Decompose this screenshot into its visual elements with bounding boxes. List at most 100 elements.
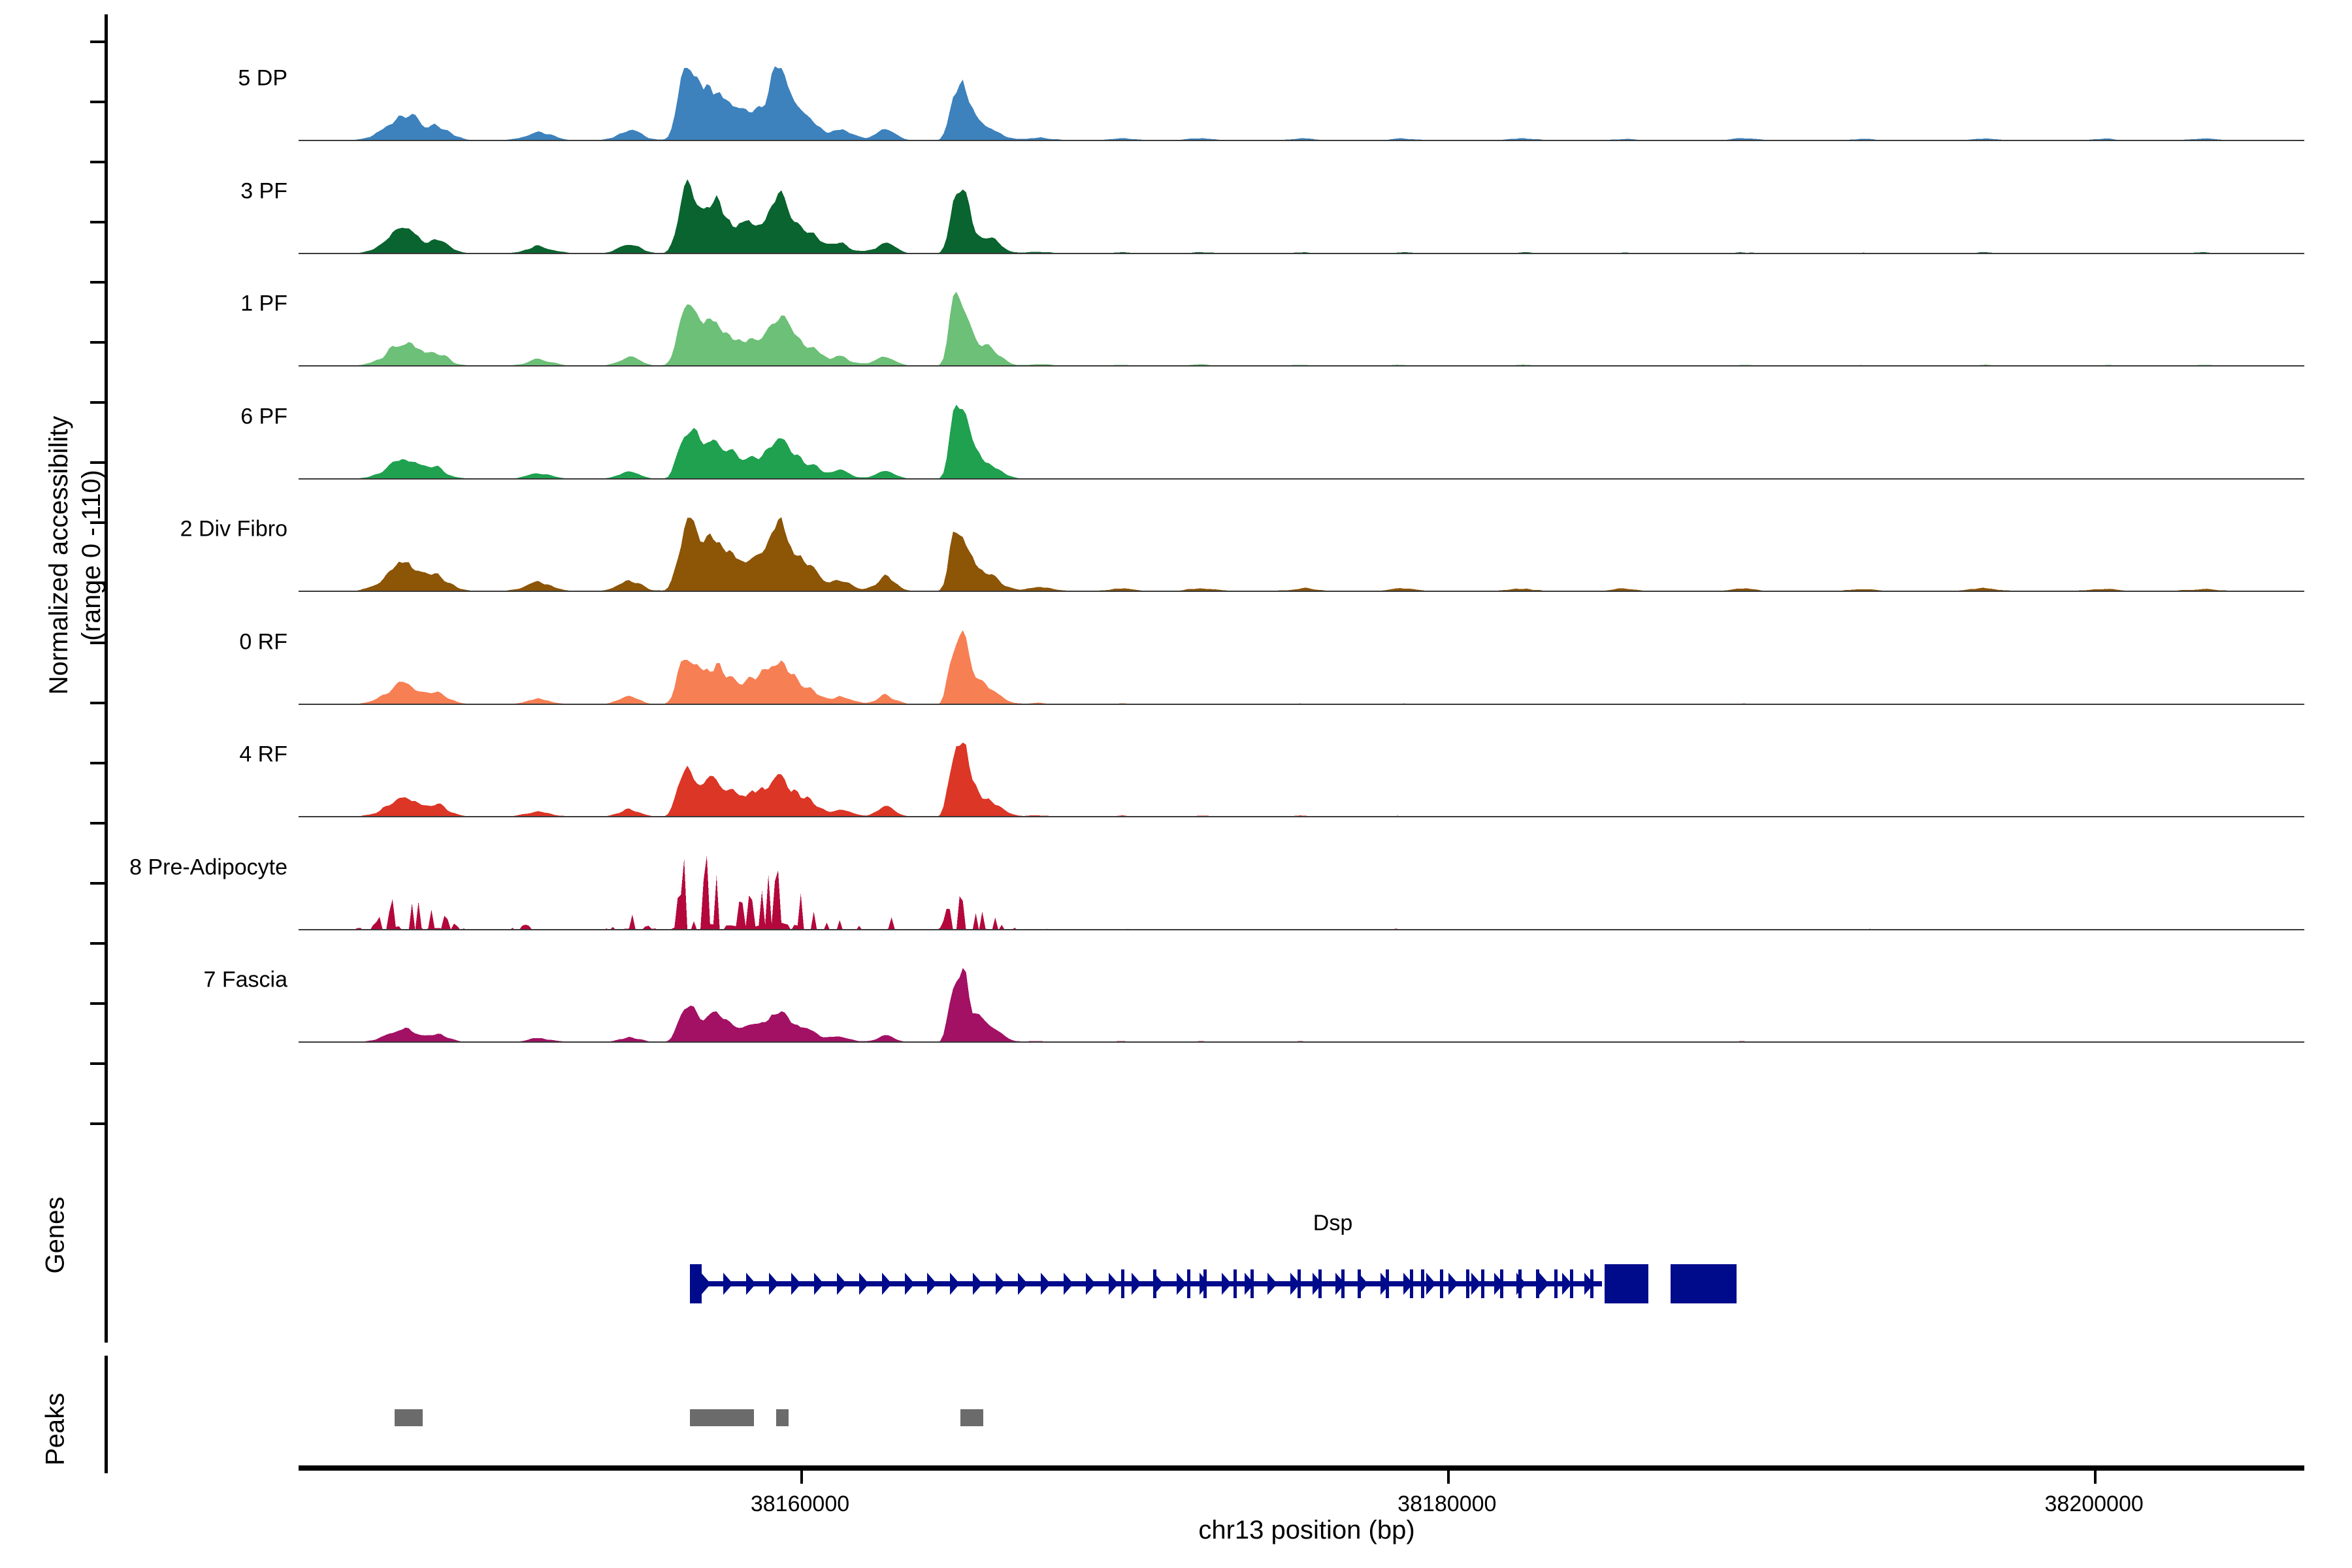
gene-exon: [1536, 1269, 1540, 1298]
y-axis-tick: [90, 221, 105, 223]
track-baseline: [299, 591, 2304, 592]
gene-strand-arrow-icon: [745, 1273, 756, 1295]
y-axis-tick: [90, 822, 105, 825]
gene-strand-arrow-icon: [1108, 1273, 1119, 1295]
gene-exon: [1465, 1269, 1469, 1298]
gene-intron-line: [689, 1281, 1603, 1286]
signal-track-7-fascia[interactable]: [299, 966, 2304, 1043]
peak-region[interactable]: [776, 1409, 789, 1426]
gene-strand-arrow-icon: [972, 1273, 983, 1295]
gene-exon: [1670, 1264, 1737, 1303]
track-label-0-rf: 0 RF: [239, 629, 287, 654]
x-axis-line: [299, 1465, 2304, 1471]
gene-strand-arrow-icon: [1471, 1273, 1482, 1295]
gene-strand-arrow-icon: [927, 1273, 938, 1295]
signal-track-5-dp[interactable]: [299, 64, 2304, 141]
peak-region[interactable]: [689, 1409, 754, 1426]
gene-exon: [1590, 1269, 1594, 1298]
peaks-section-label: Peaks: [41, 1392, 70, 1466]
y-axis-tick: [90, 461, 105, 464]
gene-strand-arrow-icon: [813, 1273, 824, 1295]
gene-exon: [1233, 1269, 1237, 1298]
track-label-5-dp: 5 DP: [238, 65, 287, 91]
track-label-1-pf: 1 PF: [240, 291, 287, 316]
gene-strand-arrow-icon: [950, 1273, 960, 1295]
x-axis-tick-label: 38160000: [750, 1492, 850, 1516]
gene-strand-arrow-icon: [904, 1273, 915, 1295]
gene-strand-arrow-icon: [859, 1273, 870, 1295]
gene-exon: [1297, 1269, 1301, 1298]
y-axis-tick: [90, 41, 105, 43]
y-axis-tick: [90, 1002, 105, 1005]
track-baseline: [299, 140, 2304, 141]
y-axis-title-line2: (range 0 - 110): [77, 470, 106, 641]
gene-exon: [1420, 1269, 1424, 1298]
gene-strand-arrow-icon: [1561, 1273, 1572, 1295]
track-baseline: [299, 365, 2304, 367]
y-axis-tick: [90, 942, 105, 945]
y-axis-tick: [90, 642, 105, 644]
gene-strand-arrow-icon: [995, 1273, 1005, 1295]
gene-strand-arrow-icon: [791, 1273, 802, 1295]
gene-strand-arrow-icon: [1063, 1273, 1073, 1295]
signal-track-4-rf[interactable]: [299, 740, 2304, 817]
y-axis-tick: [90, 1062, 105, 1065]
y-axis-tick: [90, 702, 105, 704]
gene-strand-arrow-icon: [1448, 1273, 1459, 1295]
gene-strand-arrow-icon: [1267, 1273, 1277, 1295]
signal-track-8-pre-adipocyte[interactable]: [299, 853, 2304, 930]
gene-exon: [1341, 1269, 1345, 1298]
y-axis-tick: [90, 161, 105, 163]
track-label-8-pre-adipocyte: 8 Pre-Adipocyte: [129, 855, 287, 879]
gene-exon: [1152, 1269, 1156, 1298]
gene-exon: [1250, 1269, 1254, 1298]
gene-exon: [1480, 1269, 1484, 1298]
signal-track-2-div-fibro[interactable]: [299, 515, 2304, 592]
gene-strand-arrow-icon: [700, 1273, 711, 1295]
signal-track-3-pf[interactable]: [299, 177, 2304, 254]
y-axis-tick: [90, 1122, 105, 1125]
gene-exon: [1187, 1269, 1190, 1298]
signal-track-1-pf[interactable]: [299, 289, 2304, 367]
gene-exon: [1203, 1269, 1207, 1298]
genes-axis: [105, 1117, 108, 1343]
gene-exon: [1409, 1269, 1413, 1298]
gene-exon: [1357, 1269, 1361, 1298]
track-baseline: [299, 1041, 2304, 1043]
y-axis-title-line1: Normalized accessibility: [44, 416, 73, 695]
x-axis-title: chr13 position (bp): [1198, 1516, 1415, 1544]
y-axis-tick: [90, 401, 105, 404]
gene-exon: [1518, 1269, 1522, 1298]
gene-exon: [1120, 1269, 1124, 1298]
gene-exon: [1318, 1269, 1322, 1298]
signal-track-6-pf[interactable]: [299, 402, 2304, 480]
gene-strand-arrow-icon: [768, 1273, 779, 1295]
gene-strand-arrow-icon: [1222, 1273, 1232, 1295]
gene-strand-arrow-icon: [1426, 1273, 1436, 1295]
gene-exon: [1385, 1269, 1389, 1298]
peak-region[interactable]: [395, 1409, 423, 1426]
gene-exon: [1570, 1269, 1574, 1298]
signal-track-0-rf[interactable]: [299, 628, 2304, 705]
track-baseline: [299, 478, 2304, 480]
gene-strand-arrow-icon: [1086, 1273, 1096, 1295]
track-baseline: [299, 816, 2304, 817]
track-baseline: [299, 703, 2304, 705]
gene-exon: [1439, 1269, 1443, 1298]
y-axis-tick: [90, 281, 105, 284]
y-axis-tick: [90, 521, 105, 524]
gene-strand-arrow-icon: [1177, 1273, 1187, 1295]
gene-strand-arrow-icon: [1018, 1273, 1028, 1295]
peak-region[interactable]: [960, 1409, 984, 1426]
track-label-7-fascia: 7 Fascia: [203, 967, 288, 992]
gene-strand-arrow-icon: [1040, 1273, 1051, 1295]
x-axis-tick: [800, 1471, 803, 1484]
y-axis-tick: [90, 882, 105, 885]
gene-strand-arrow-icon: [1290, 1273, 1300, 1295]
track-label-4-rf: 4 RF: [239, 742, 287, 767]
track-baseline: [299, 928, 2304, 930]
signal-y-axis: [105, 14, 108, 1125]
y-axis-tick: [90, 762, 105, 764]
track-baseline: [299, 252, 2304, 254]
